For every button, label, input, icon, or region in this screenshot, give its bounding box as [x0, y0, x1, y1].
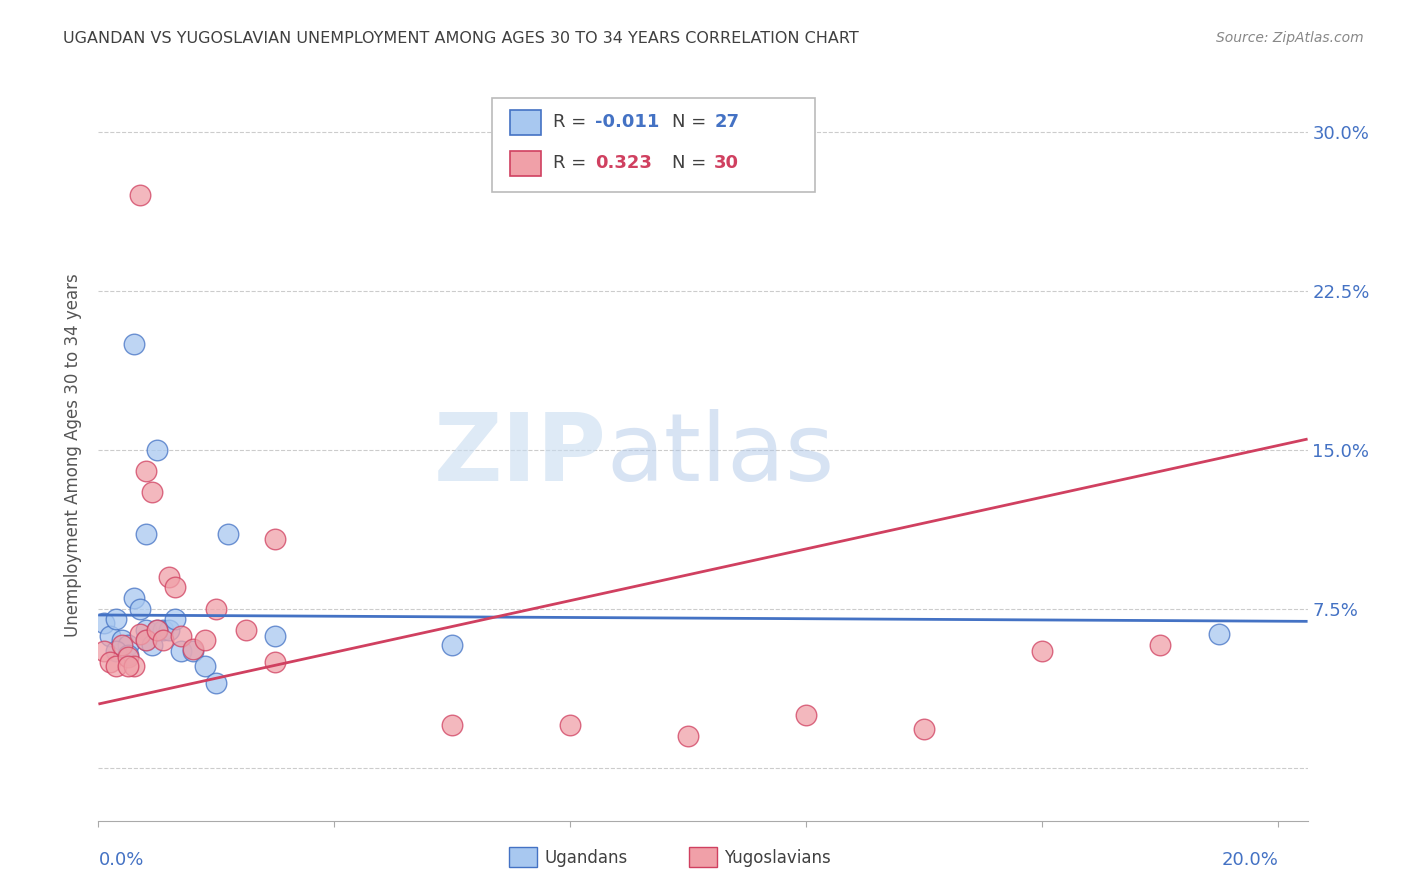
- Point: [117, 650, 139, 665]
- Point: [141, 485, 163, 500]
- Point: [235, 623, 257, 637]
- Text: 0.0%: 0.0%: [98, 851, 143, 869]
- Point: [152, 623, 174, 637]
- Text: N =: N =: [672, 154, 711, 172]
- Point: [441, 718, 464, 732]
- Point: [135, 464, 157, 478]
- Point: [128, 627, 150, 641]
- Point: [264, 532, 287, 546]
- Point: [194, 658, 217, 673]
- Point: [93, 616, 115, 631]
- Point: [912, 723, 935, 737]
- Point: [157, 623, 180, 637]
- Point: [264, 629, 287, 643]
- Point: [135, 623, 157, 637]
- Point: [146, 442, 169, 457]
- Text: N =: N =: [672, 113, 711, 131]
- Point: [117, 638, 139, 652]
- Text: -0.011: -0.011: [595, 113, 659, 131]
- Text: atlas: atlas: [606, 409, 835, 501]
- Text: ZIP: ZIP: [433, 409, 606, 501]
- Point: [264, 655, 287, 669]
- Point: [105, 658, 128, 673]
- Point: [122, 336, 145, 351]
- Point: [122, 591, 145, 605]
- Text: 30: 30: [714, 154, 740, 172]
- Point: [194, 633, 217, 648]
- Point: [128, 188, 150, 202]
- Point: [217, 527, 239, 541]
- Point: [165, 581, 187, 595]
- Point: [135, 633, 157, 648]
- Point: [157, 570, 180, 584]
- Point: [98, 655, 121, 669]
- Point: [1208, 627, 1230, 641]
- Point: [170, 644, 193, 658]
- Text: 27: 27: [714, 113, 740, 131]
- Point: [678, 729, 700, 743]
- Point: [146, 623, 169, 637]
- Point: [181, 641, 204, 656]
- Point: [1031, 644, 1053, 658]
- Text: R =: R =: [553, 154, 592, 172]
- Point: [141, 638, 163, 652]
- Point: [152, 633, 174, 648]
- Text: UGANDAN VS YUGOSLAVIAN UNEMPLOYMENT AMONG AGES 30 TO 34 YEARS CORRELATION CHART: UGANDAN VS YUGOSLAVIAN UNEMPLOYMENT AMON…: [63, 31, 859, 46]
- Text: Yugoslavians: Yugoslavians: [724, 849, 831, 867]
- Point: [135, 633, 157, 648]
- Point: [170, 629, 193, 643]
- Point: [122, 658, 145, 673]
- Y-axis label: Unemployment Among Ages 30 to 34 years: Unemployment Among Ages 30 to 34 years: [65, 273, 83, 637]
- Point: [93, 644, 115, 658]
- Point: [560, 718, 582, 732]
- Point: [111, 638, 134, 652]
- Point: [117, 648, 139, 663]
- Text: 20.0%: 20.0%: [1222, 851, 1278, 869]
- Point: [98, 629, 121, 643]
- Point: [111, 633, 134, 648]
- Point: [1149, 638, 1171, 652]
- Point: [117, 658, 139, 673]
- Point: [128, 601, 150, 615]
- Point: [205, 601, 228, 615]
- Point: [441, 638, 464, 652]
- Text: Source: ZipAtlas.com: Source: ZipAtlas.com: [1216, 31, 1364, 45]
- Text: R =: R =: [553, 113, 592, 131]
- Point: [205, 676, 228, 690]
- Point: [181, 644, 204, 658]
- Text: Ugandans: Ugandans: [544, 849, 627, 867]
- Text: 0.323: 0.323: [595, 154, 651, 172]
- Point: [794, 707, 817, 722]
- Point: [165, 612, 187, 626]
- Point: [105, 612, 128, 626]
- Point: [105, 644, 128, 658]
- Point: [146, 623, 169, 637]
- Point: [135, 527, 157, 541]
